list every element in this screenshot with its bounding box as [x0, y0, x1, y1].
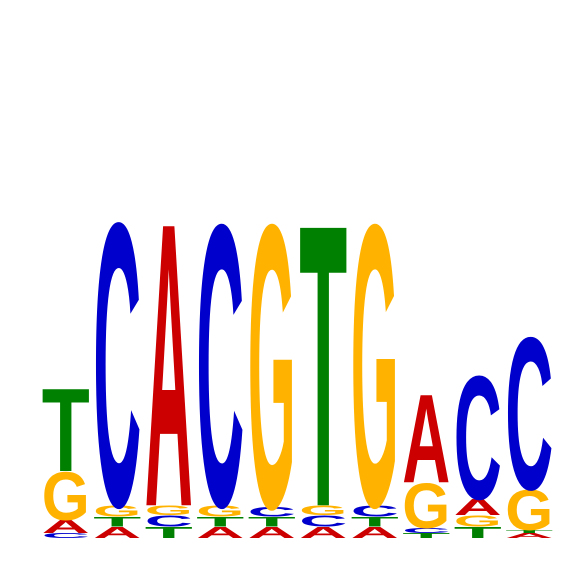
logo-letter-g: G: [93, 502, 141, 520]
logo-letter-g: G: [351, 142, 399, 566]
logo-letter-t: T: [351, 514, 399, 529]
logo-letter-g: G: [145, 503, 193, 518]
logo-letter-g: G: [402, 471, 450, 542]
logo-letter-a: A: [248, 524, 296, 542]
logo-letter-a: A: [196, 524, 244, 542]
logo-letter-a: A: [42, 517, 90, 537]
logo-letter-c: C: [42, 532, 90, 540]
logo-letter-t: T: [454, 524, 502, 542]
logo-letter-c: C: [505, 293, 553, 536]
logo-letter-c: C: [248, 505, 296, 520]
logo-letter-t: T: [402, 532, 450, 540]
logo-letter-t: T: [196, 514, 244, 529]
logo-letter-a: A: [505, 532, 553, 540]
logo-letter-t: T: [42, 365, 90, 497]
logo-letter-c: C: [351, 502, 399, 520]
logo-letter-a: A: [402, 370, 450, 510]
logo-letter-t: T: [299, 140, 347, 566]
logo-letter-c: C: [196, 141, 244, 566]
logo-letter-g: G: [299, 503, 347, 518]
logo-letter-g: G: [196, 502, 244, 520]
logo-letter-c: C: [454, 340, 502, 537]
logo-letter-a: A: [145, 138, 193, 566]
logo-letter-t: T: [248, 514, 296, 529]
logo-letter-a: A: [93, 524, 141, 542]
logo-letter-g: G: [454, 512, 502, 530]
logo-letter-t: T: [93, 514, 141, 529]
logo-letter-g: G: [505, 478, 553, 542]
logo-letter-c: C: [145, 512, 193, 530]
logo-letter-c: C: [299, 512, 347, 530]
logo-letter-t: T: [505, 529, 553, 534]
logo-letter-g: G: [42, 458, 90, 535]
logo-letter-a: A: [454, 494, 502, 520]
logo-letter-g: G: [248, 141, 296, 566]
logo-letter-c: C: [93, 138, 141, 566]
logo-letter-a: A: [299, 524, 347, 542]
logo-letter-t: T: [145, 524, 193, 542]
logo-letter-c: C: [402, 527, 450, 535]
logo-letter-a: A: [351, 524, 399, 542]
